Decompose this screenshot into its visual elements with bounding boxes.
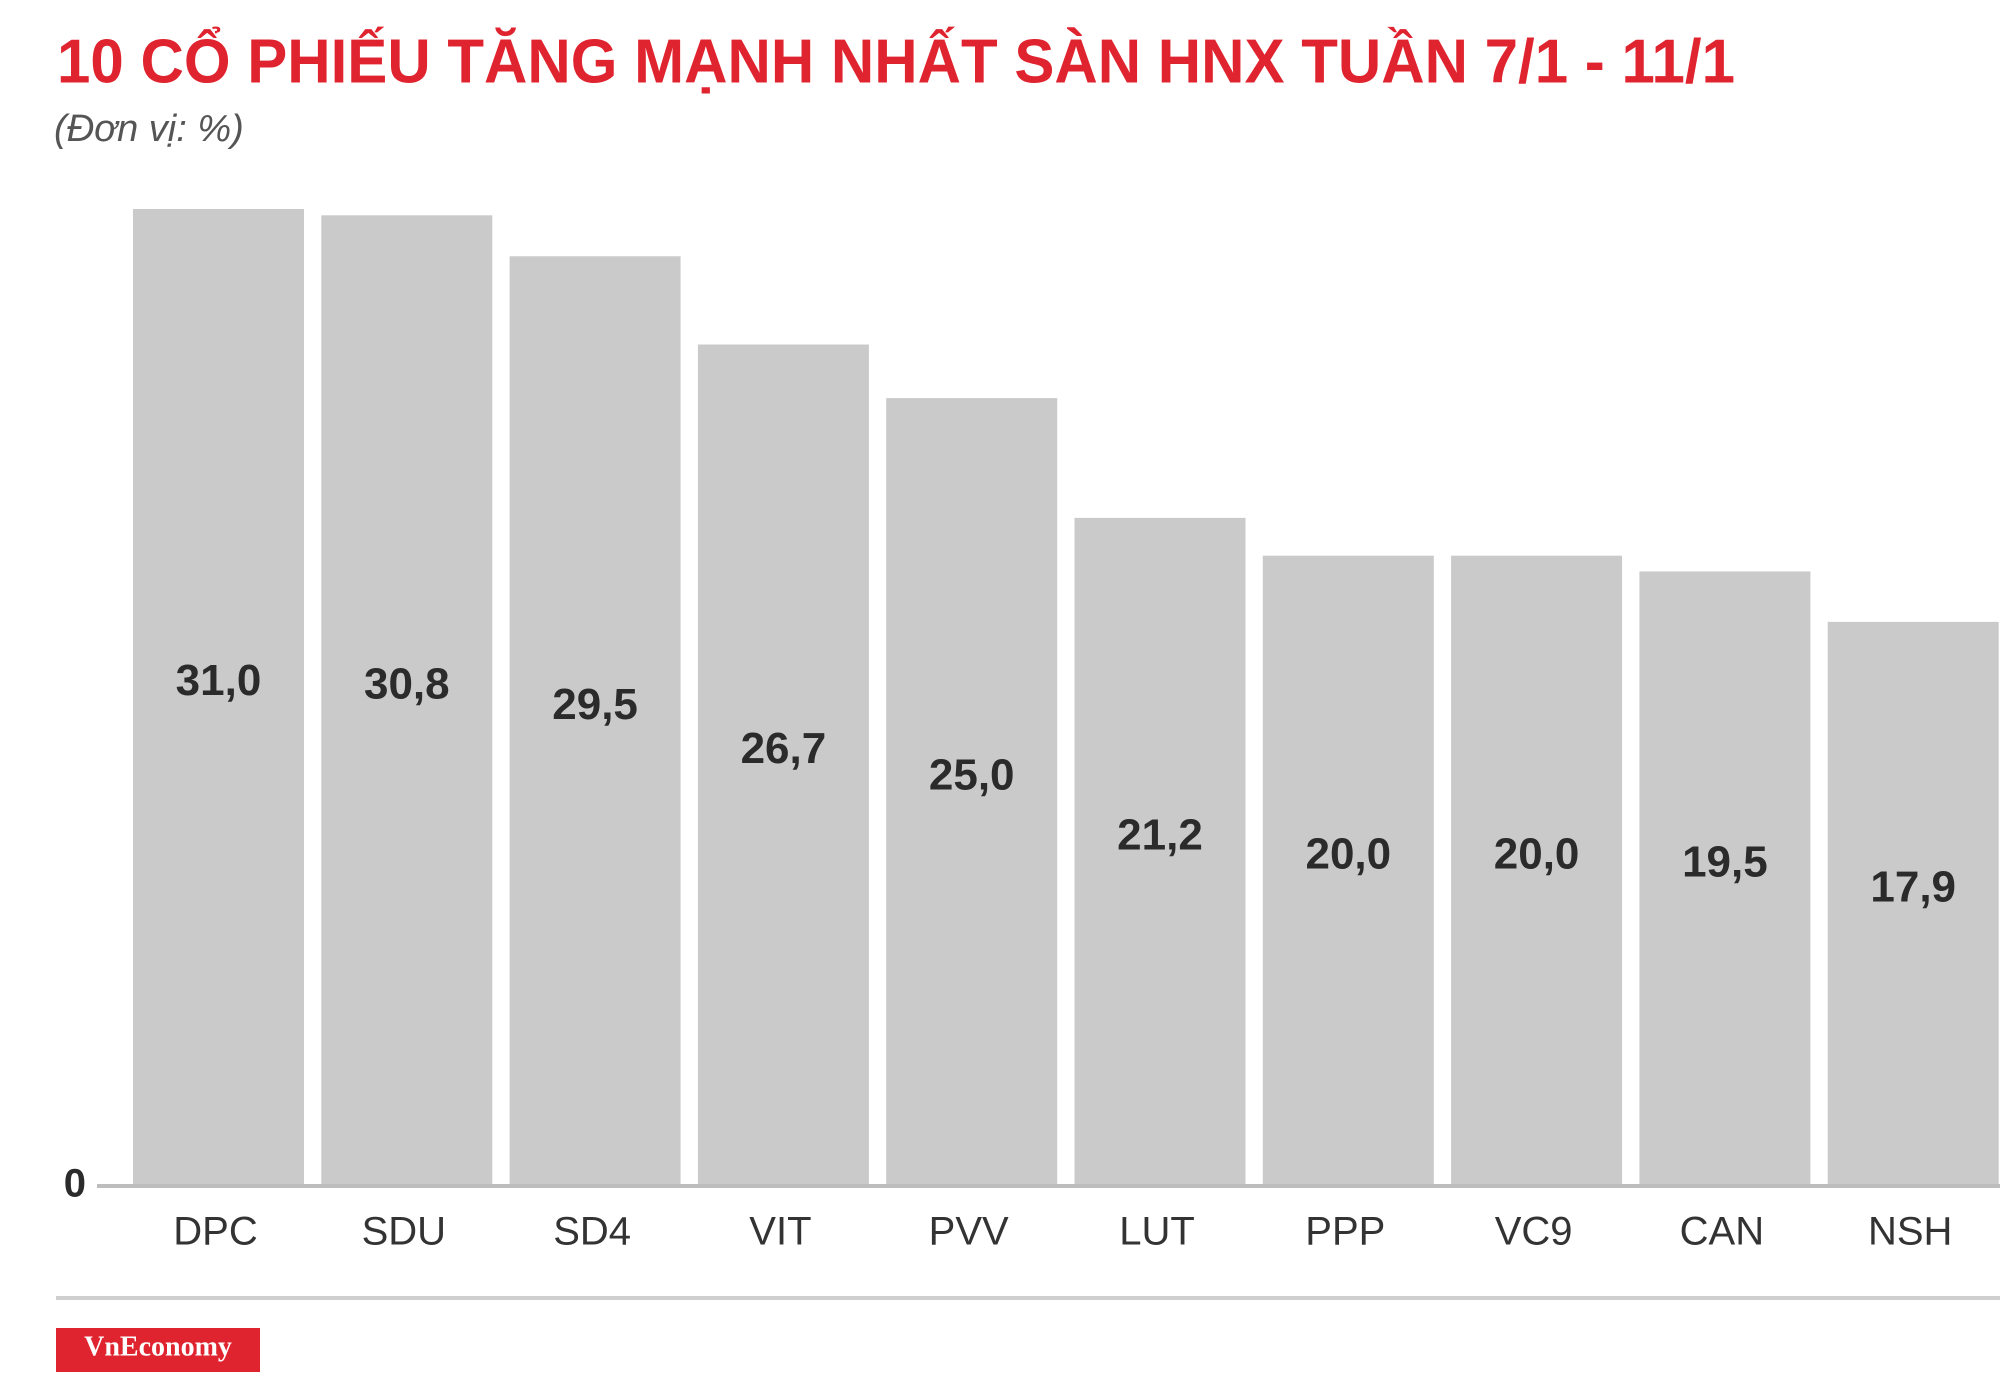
bar: [697, 344, 869, 1186]
chart-title: 10 CỔ PHIẾU TĂNG MẠNH NHẤT SÀN HNX TUẦN …: [57, 26, 1735, 96]
value-label: 19,5: [1682, 837, 1768, 886]
value-label: 31,0: [176, 656, 262, 705]
bar: [1451, 555, 1623, 1186]
bar: [321, 215, 493, 1186]
value-label: 20,0: [1494, 829, 1580, 878]
x-tick-label: VC9: [1495, 1210, 1573, 1254]
x-tick-label: NSH: [1868, 1210, 1952, 1254]
y-tick-label: 0: [64, 1162, 86, 1206]
x-tick-label: LUT: [1119, 1210, 1195, 1254]
x-tick-label: SD4: [553, 1210, 631, 1254]
x-tick-label: DPC: [173, 1210, 257, 1254]
x-tick-label: PVV: [929, 1210, 1009, 1254]
bar: [1074, 517, 1246, 1186]
value-label: 30,8: [364, 659, 450, 708]
x-tick-label: VIT: [749, 1210, 811, 1254]
logo: VnEconomy: [84, 1331, 232, 1362]
bar: [886, 398, 1058, 1186]
x-tick-label: PPP: [1305, 1210, 1385, 1254]
value-label: 20,0: [1305, 829, 1391, 878]
value-label: 17,9: [1870, 863, 1956, 912]
bar: [1639, 571, 1811, 1186]
chart-subtitle: (Đơn vị: %): [54, 108, 244, 150]
x-tick-label: CAN: [1680, 1210, 1764, 1254]
value-label: 29,5: [552, 680, 638, 729]
bar: [1827, 621, 1999, 1186]
value-label: 25,0: [929, 751, 1015, 800]
logo-box: [56, 1328, 260, 1372]
bar: [1262, 555, 1434, 1186]
value-label: 26,7: [741, 724, 827, 773]
bar: [133, 209, 304, 1186]
x-tick-label: SDU: [362, 1210, 446, 1254]
value-label: 21,2: [1117, 811, 1203, 860]
bar: [509, 256, 681, 1187]
